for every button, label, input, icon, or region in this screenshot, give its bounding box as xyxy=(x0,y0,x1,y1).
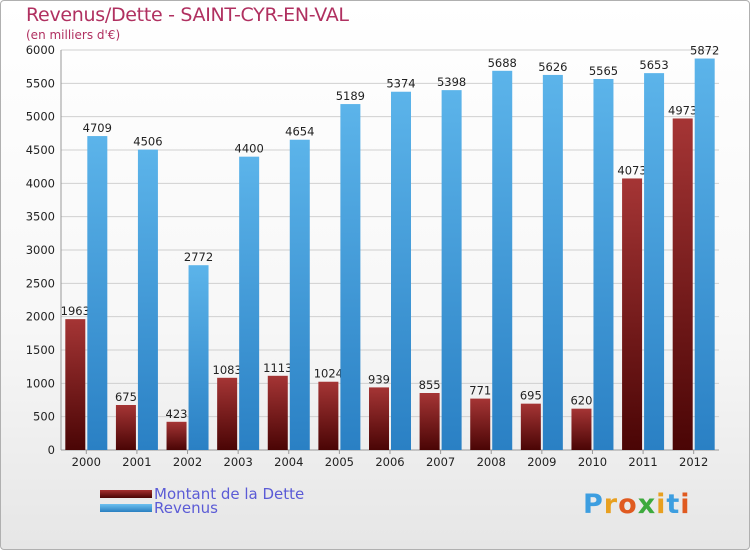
x-tick-label: 2009 xyxy=(527,455,556,469)
data-label-revenus: 4506 xyxy=(133,135,162,149)
data-label-revenus: 5626 xyxy=(538,60,567,74)
x-tick-label: 2012 xyxy=(679,455,708,469)
legend-label-revenus: Revenus xyxy=(154,499,218,517)
bar-dette xyxy=(166,421,187,450)
bar-revenus xyxy=(644,73,665,450)
y-tick-label: 500 xyxy=(33,410,55,424)
data-label-dette: 4973 xyxy=(668,103,697,117)
data-label-dette: 855 xyxy=(419,378,441,392)
y-tick-label: 0 xyxy=(48,443,55,457)
data-label-dette: 1963 xyxy=(61,304,90,318)
bar-dette xyxy=(520,403,541,450)
legend-item-dette: Montant de la Dette xyxy=(100,485,305,503)
legend-item-revenus: Revenus xyxy=(100,499,218,517)
bar-revenus xyxy=(542,74,563,450)
x-tick-label: 2001 xyxy=(122,455,151,469)
data-label-dette: 4073 xyxy=(617,163,646,177)
y-tick-label: 5000 xyxy=(26,110,55,124)
y-tick-label: 3500 xyxy=(26,210,55,224)
x-tick-label: 2006 xyxy=(375,455,404,469)
bar-revenus xyxy=(441,90,462,450)
logo-letter: o xyxy=(618,489,638,520)
legend-swatch-revenus xyxy=(100,504,152,512)
logo-letter: r xyxy=(603,489,619,520)
data-label-revenus: 5398 xyxy=(437,75,466,89)
bar-dette xyxy=(65,319,86,450)
data-label-revenus: 5374 xyxy=(386,77,415,91)
bar-revenus xyxy=(340,104,361,451)
x-tick-label: 2010 xyxy=(578,455,607,469)
data-label-revenus: 5688 xyxy=(488,56,517,70)
data-label-revenus: 5872 xyxy=(690,44,719,58)
y-tick-label: 2500 xyxy=(26,276,55,290)
legend-label-dette: Montant de la Dette xyxy=(154,485,305,503)
x-tick-label: 2004 xyxy=(274,455,303,469)
data-label-revenus: 4709 xyxy=(83,121,112,135)
data-label-revenus: 2772 xyxy=(184,250,213,264)
bar-revenus xyxy=(137,149,158,450)
bar-dette xyxy=(217,377,238,450)
x-tick-label: 2008 xyxy=(477,455,506,469)
y-tick-label: 6000 xyxy=(26,43,55,57)
logo-letter: t xyxy=(666,489,681,520)
data-label-revenus: 4400 xyxy=(235,142,264,156)
logo-letter: P xyxy=(583,489,604,520)
bar-revenus xyxy=(289,139,310,450)
bar-dette xyxy=(115,405,136,450)
bar-dette xyxy=(672,118,693,450)
data-label-revenus: 5653 xyxy=(639,58,668,72)
bar-dette xyxy=(470,398,491,450)
y-tick-label: 4500 xyxy=(26,143,55,157)
y-tick-label: 4000 xyxy=(26,176,55,190)
bar-revenus xyxy=(87,136,108,451)
data-label-dette: 1024 xyxy=(314,367,343,381)
data-label-dette: 939 xyxy=(368,372,390,386)
data-label-dette: 695 xyxy=(520,389,542,403)
y-tick-label: 3000 xyxy=(26,243,55,257)
bar-revenus xyxy=(593,79,614,450)
bar-dette xyxy=(622,178,643,450)
data-label-dette: 1083 xyxy=(213,363,242,377)
bar-dette xyxy=(318,381,339,450)
data-label-dette: 675 xyxy=(115,390,137,404)
bar-dette xyxy=(267,375,288,450)
data-label-revenus: 5565 xyxy=(589,64,618,78)
x-tick-label: 2002 xyxy=(173,455,202,469)
legend-swatch-dette xyxy=(100,490,152,498)
x-tick-label: 2000 xyxy=(72,455,101,469)
bar-revenus xyxy=(694,58,715,451)
x-tick-label: 2003 xyxy=(224,455,253,469)
logo-letter: x xyxy=(637,489,657,520)
logo-letter: i xyxy=(656,489,667,520)
bar-revenus xyxy=(188,265,209,450)
bar-revenus xyxy=(391,91,411,450)
proxiti-logo: Proxiti xyxy=(583,489,691,520)
y-tick-label: 5500 xyxy=(26,76,55,90)
data-label-revenus: 4654 xyxy=(285,125,314,139)
y-tick-label: 2000 xyxy=(26,310,55,324)
logo-letter: i xyxy=(680,489,691,520)
bar-revenus xyxy=(492,70,513,451)
data-label-revenus: 5189 xyxy=(336,89,365,103)
x-tick-label: 2011 xyxy=(628,455,657,469)
bar-dette xyxy=(419,393,440,450)
y-tick-label: 1000 xyxy=(26,376,55,390)
data-label-dette: 423 xyxy=(166,407,188,421)
data-label-dette: 1113 xyxy=(263,361,292,375)
x-tick-label: 2007 xyxy=(426,455,455,469)
y-tick-label: 1500 xyxy=(26,343,55,357)
data-label-dette: 620 xyxy=(570,394,592,408)
bar-dette xyxy=(571,408,592,450)
bar-revenus xyxy=(239,156,260,450)
data-label-dette: 771 xyxy=(469,384,491,398)
bar-dette xyxy=(369,387,389,450)
x-tick-label: 2005 xyxy=(325,455,354,469)
chart-title: Revenus/Dette - SAINT-CYR-EN-VAL xyxy=(26,4,349,26)
chart-subtitle: (en milliers d'€) xyxy=(26,28,121,42)
